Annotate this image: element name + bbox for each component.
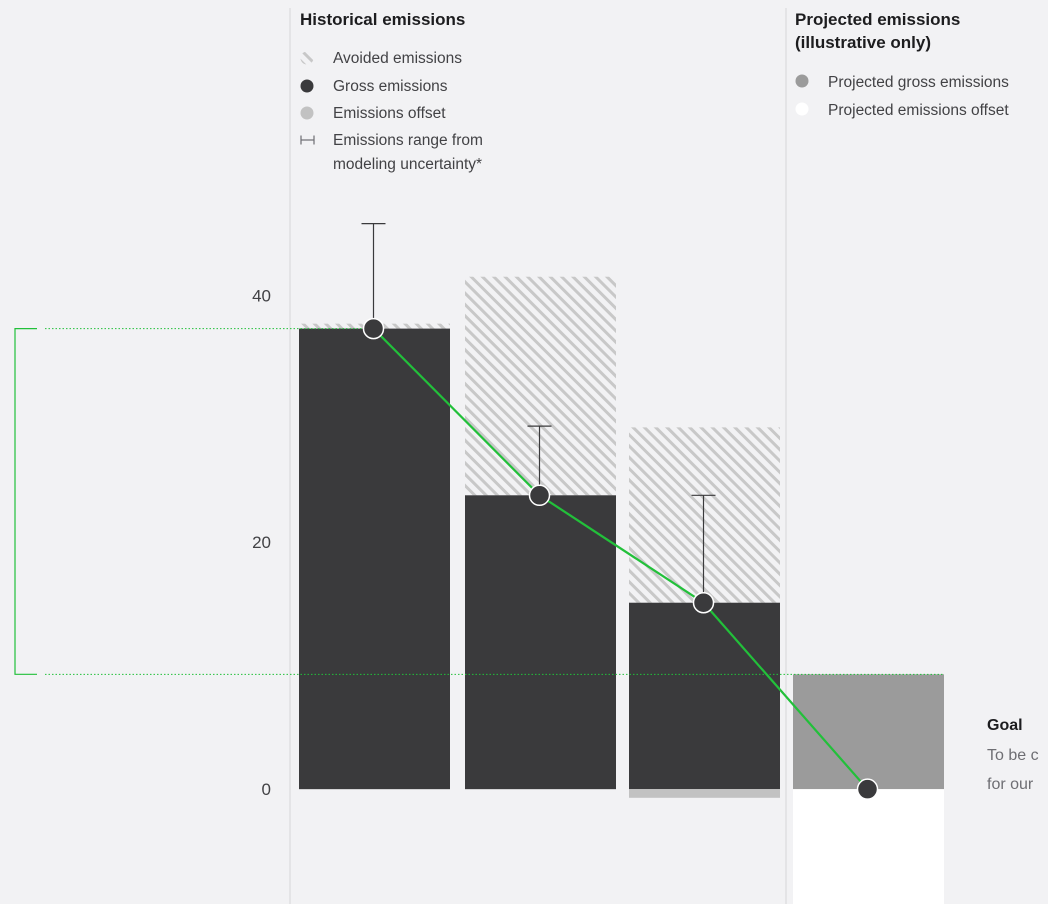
range-bracket-icon bbox=[300, 135, 315, 145]
legend-item-range: Emissions range from modeling uncertaint… bbox=[300, 132, 483, 173]
gross-bar bbox=[629, 602, 780, 790]
hatch-swatch-icon bbox=[300, 51, 314, 65]
gross-bar bbox=[299, 328, 450, 790]
y-tick-label: 0 bbox=[262, 780, 271, 799]
legend-label-projected-gross: Projected gross emissions bbox=[828, 74, 1009, 91]
trend-group bbox=[362, 317, 879, 800]
legend-label-range-line2: modeling uncertainty* bbox=[333, 156, 482, 173]
goal-text-line2: for our bbox=[987, 776, 1034, 793]
trend-point bbox=[692, 591, 715, 614]
gray-dot-icon bbox=[795, 74, 809, 88]
avoided-bar bbox=[465, 276, 616, 496]
goal-text-line1: To be c bbox=[987, 747, 1039, 764]
legend-label-avoided: Avoided emissions bbox=[333, 50, 462, 67]
bracket-line bbox=[14, 327, 37, 675]
trend-line bbox=[372, 327, 869, 790]
bars-group bbox=[299, 276, 944, 904]
white-dot-icon bbox=[795, 102, 809, 116]
trend-point bbox=[362, 317, 385, 340]
avoided-bar bbox=[629, 427, 780, 603]
legend-historical: Avoided emissions Gross emissions Emissi… bbox=[300, 50, 483, 173]
y-tick-label: 20 bbox=[252, 533, 271, 552]
goal-title: Goal bbox=[987, 717, 1023, 734]
projected-offset-bar bbox=[793, 789, 944, 904]
gross-bar bbox=[465, 495, 616, 790]
projected-heading-line1: Projected emissions bbox=[795, 10, 960, 29]
reduction-bracket bbox=[14, 327, 944, 675]
legend-label-range-line1: Emissions range from bbox=[333, 132, 483, 149]
projected-heading-line2: (illustrative only) bbox=[795, 33, 931, 52]
legend-label-offset: Emissions offset bbox=[333, 105, 446, 122]
trend-point bbox=[856, 778, 879, 800]
legend-item-gross: Gross emissions bbox=[300, 78, 448, 95]
legend-item-avoided: Avoided emissions bbox=[300, 50, 462, 67]
offset-bar bbox=[629, 789, 780, 798]
legend-label-projected-offset: Projected emissions offset bbox=[828, 102, 1009, 119]
legend-item-offset: Emissions offset bbox=[300, 105, 446, 122]
legend-item-projected-offset: Projected emissions offset bbox=[795, 102, 1009, 119]
trend-point bbox=[528, 484, 551, 507]
light-dot-icon bbox=[300, 106, 314, 120]
historical-heading: Historical emissions bbox=[300, 10, 465, 29]
dark-dot-icon bbox=[300, 79, 314, 93]
legend-item-projected-gross: Projected gross emissions bbox=[795, 74, 1009, 91]
legend-projected: Projected gross emissions Projected emis… bbox=[795, 74, 1009, 119]
y-tick-label: 40 bbox=[252, 286, 271, 305]
legend-label-gross: Gross emissions bbox=[333, 78, 448, 95]
